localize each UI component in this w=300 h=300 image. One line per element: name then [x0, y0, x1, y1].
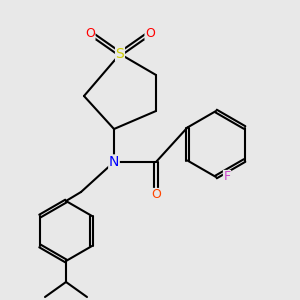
Text: O: O — [151, 188, 161, 202]
Text: O: O — [145, 26, 155, 40]
Text: F: F — [224, 170, 231, 184]
Text: O: O — [85, 26, 95, 40]
Text: N: N — [109, 155, 119, 169]
Text: S: S — [116, 47, 124, 61]
